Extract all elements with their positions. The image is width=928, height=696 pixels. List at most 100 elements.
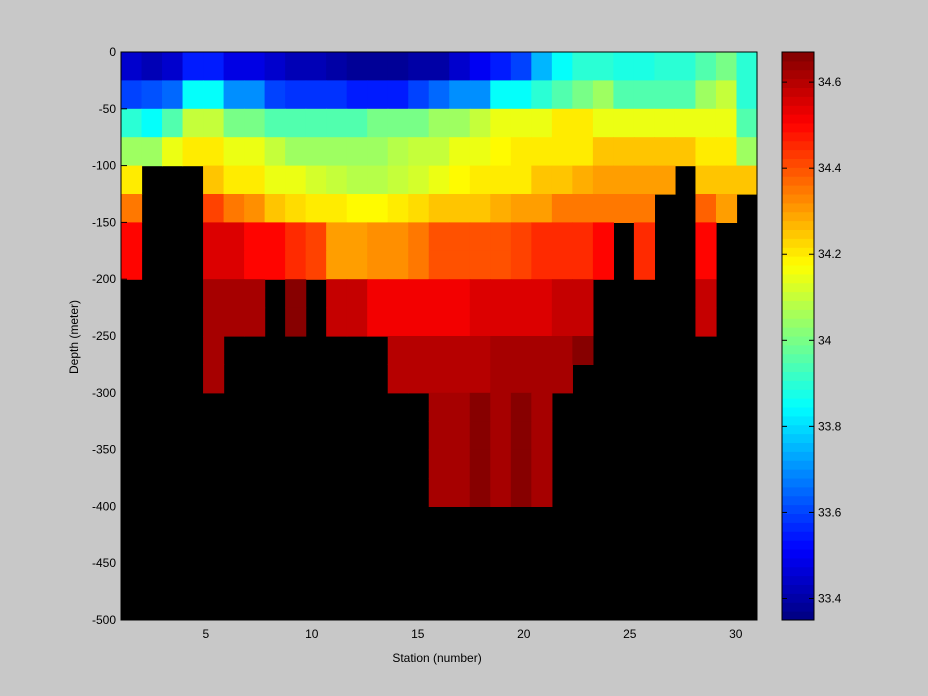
heatmap-cell [736, 52, 758, 81]
heatmap-cell [449, 478, 471, 507]
colorbar-swatch [782, 220, 814, 231]
heatmap-cell [490, 137, 512, 167]
heatmap-cell [203, 250, 225, 280]
y-tick-label: -250 [92, 329, 116, 343]
heatmap-cell [223, 108, 245, 138]
heatmap-cell [633, 165, 656, 195]
heatmap-cell [285, 52, 307, 81]
heatmap-cell [510, 80, 532, 110]
heatmap-cell [244, 137, 266, 167]
colorbar-swatch [782, 202, 814, 213]
colorbar-swatch [782, 433, 814, 444]
heatmap-cell [121, 52, 143, 81]
colorbar-swatch [782, 194, 814, 204]
heatmap-cell [428, 449, 450, 479]
heatmap-cell [695, 108, 717, 138]
colorbar-swatch [782, 158, 814, 168]
heatmap-cell [654, 80, 676, 110]
heatmap-cell [572, 250, 594, 280]
heatmap-cell [203, 194, 225, 223]
colorbar-swatch [782, 149, 814, 160]
heatmap-cell [244, 80, 266, 110]
colorbar-swatch [782, 167, 814, 177]
heatmap-cell [592, 80, 614, 110]
heatmap-cell [592, 108, 614, 138]
heatmap-cell [633, 137, 656, 167]
heatmap-cell [428, 165, 450, 195]
y-tick-label: -450 [92, 556, 116, 570]
heatmap-cell [244, 52, 266, 81]
heatmap-cell [551, 165, 573, 195]
colorbar-tick-label: 34.4 [818, 161, 842, 175]
heatmap-cell [449, 137, 471, 167]
heatmap-cell [387, 222, 409, 252]
heatmap-cell [449, 449, 471, 479]
heatmap-cell [469, 449, 491, 479]
heatmap-cell [428, 250, 450, 280]
heatmap-cell [490, 392, 512, 422]
colorbar-swatch [782, 478, 814, 488]
heatmap-cell [490, 80, 512, 110]
x-tick-label: 10 [305, 627, 319, 641]
heatmap-cell [449, 194, 471, 223]
heatmap-cell [203, 80, 225, 110]
heatmap-cell [674, 80, 697, 110]
heatmap-cell [162, 137, 184, 167]
heatmap-cell [592, 52, 614, 81]
heatmap-cell [305, 137, 327, 167]
colorbar [781, 51, 815, 621]
heatmap-cell [510, 222, 532, 252]
colorbar-swatch [782, 140, 814, 151]
heatmap-cell [285, 250, 307, 280]
colorbar-swatch [782, 78, 814, 89]
heatmap-cell [613, 194, 635, 223]
x-tick-label: 15 [411, 627, 425, 641]
y-tick-label: -150 [92, 215, 116, 229]
y-tick-label: -100 [92, 159, 116, 173]
colorbar-tick-label: 34.2 [818, 247, 842, 261]
heatmap-cell [469, 165, 491, 195]
heatmap-cell [633, 80, 656, 110]
heatmap-cell [531, 194, 553, 223]
colorbar-frame [781, 51, 815, 621]
heatmap-cell [162, 108, 184, 138]
x-tick-label: 5 [202, 627, 209, 641]
colorbar-tick-label: 33.8 [818, 419, 842, 433]
heatmap-cell [592, 250, 614, 280]
colorbar-swatch [782, 273, 814, 284]
heatmap-cell [428, 80, 450, 110]
heatmap-cell [285, 108, 307, 138]
heatmap-cell [449, 307, 471, 337]
colorbar-swatch [782, 362, 814, 373]
heatmap-cell [469, 478, 491, 507]
colorbar-swatch [782, 105, 814, 115]
x-axis-label: Station (number) [392, 651, 481, 665]
heatmap-cell [408, 165, 430, 195]
heatmap-cell [613, 137, 635, 167]
heatmap-cell [428, 279, 450, 309]
heatmap-cell [592, 222, 614, 252]
heatmap-cell [428, 52, 450, 81]
heatmap-cell [449, 165, 471, 195]
heatmap-cell [674, 108, 697, 138]
colorbar-swatch [782, 451, 814, 461]
heatmap-cell [367, 307, 389, 337]
heatmap-cell [244, 222, 266, 252]
colorbar-swatch [782, 238, 814, 248]
heatmap-cell [305, 222, 327, 252]
heatmap-cell [469, 52, 491, 81]
heatmap-cell [572, 108, 594, 138]
heatmap-cell [387, 307, 409, 337]
heatmap-cell [121, 80, 143, 110]
heatmap-cell [387, 279, 409, 309]
colorbar-swatch [782, 247, 814, 257]
heatmap-cell [203, 307, 225, 337]
heatmap-cell [490, 108, 512, 138]
heatmap-cell [326, 194, 348, 223]
heatmap-cell [490, 194, 512, 223]
heatmap-cell [203, 108, 225, 138]
heatmap-cell [592, 194, 614, 223]
heatmap-cell [449, 222, 471, 252]
heatmap-cell [633, 52, 656, 81]
